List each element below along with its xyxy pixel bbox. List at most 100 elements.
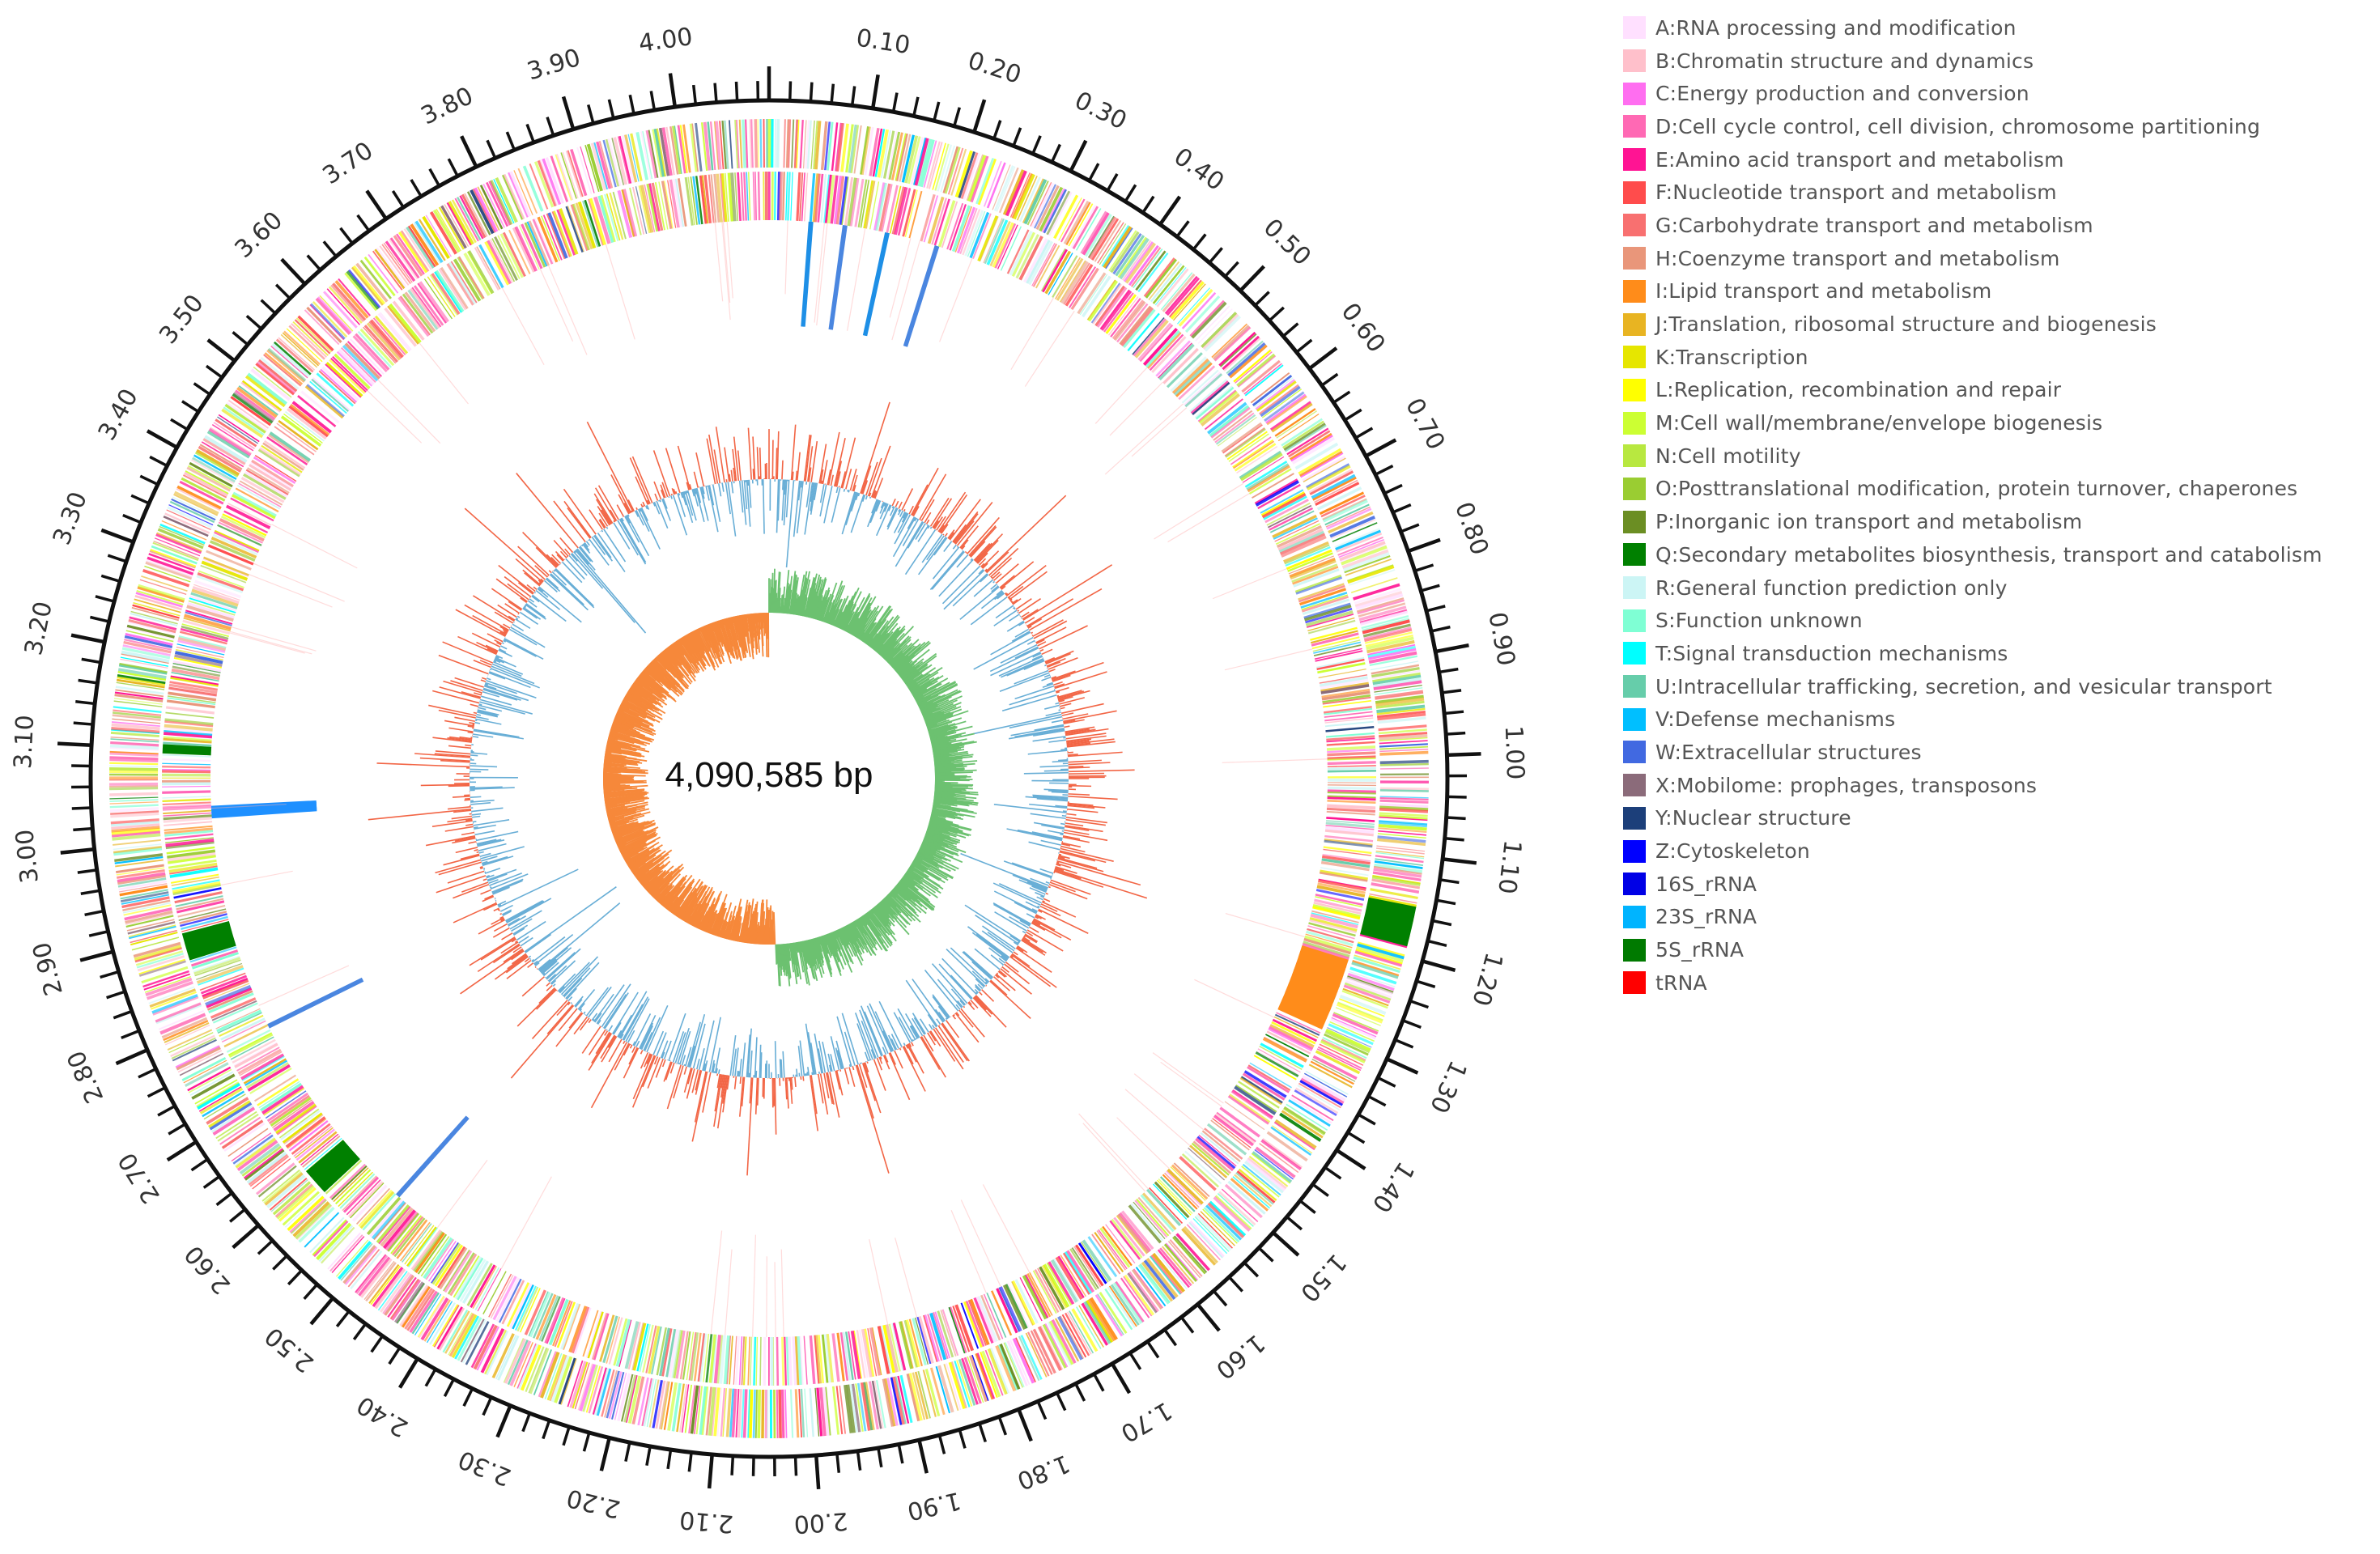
gc-content-mark [907, 521, 924, 549]
cog-gene-mark [376, 247, 407, 288]
cog-gene-mark [827, 175, 835, 224]
gc-content-mark [543, 580, 558, 592]
gc-content-mark [830, 1036, 840, 1070]
cog-gene-mark [618, 1319, 632, 1367]
gc-content-mark [959, 586, 1000, 620]
gc-content-mark [752, 469, 754, 480]
gc-content-mark [1059, 703, 1072, 707]
cog-gene-mark [419, 281, 449, 323]
cog-gene-mark [179, 631, 227, 645]
cog-gene-mark [980, 1352, 998, 1399]
cog-gene-mark [556, 209, 576, 256]
cog-gene-mark [357, 330, 393, 368]
cog-gene-mark [179, 911, 227, 924]
gc-content-mark [924, 512, 932, 524]
cog-gene-mark [508, 172, 529, 218]
gc-skew-mark [825, 599, 835, 623]
cog-gene-mark [826, 1334, 835, 1383]
cog-gene-mark [170, 677, 219, 687]
gc-skew-mark [793, 592, 798, 615]
cog-gene-mark [447, 1252, 475, 1295]
gc-skew-mark [933, 749, 965, 755]
gc-content-mark [747, 427, 753, 480]
cog-gene-mark [589, 197, 606, 246]
cog-gene-mark [1327, 757, 1376, 761]
gc-content-mark [970, 558, 973, 562]
gc-content-mark [865, 461, 878, 496]
cog-gene-mark [451, 1314, 478, 1358]
gc-content-mark [1066, 738, 1115, 745]
cog-gene-mark [1328, 1023, 1374, 1046]
gc-content-mark [635, 510, 644, 526]
cog-gene-mark [923, 1314, 938, 1362]
gc-content-mark [474, 692, 482, 696]
gc-skew-mark [829, 932, 839, 953]
cog-gene-mark [776, 1336, 780, 1386]
trna-mark [1222, 758, 1328, 763]
cog-gene-mark [648, 183, 661, 231]
cog-gene-mark [785, 172, 788, 221]
cog-gene-mark [249, 464, 292, 491]
gc-content-mark [893, 511, 906, 533]
cog-gene-mark [1273, 1016, 1319, 1038]
gc-skew-mark [878, 630, 901, 655]
cog-gene-mark [1324, 1030, 1371, 1054]
cog-gene-mark [1375, 850, 1425, 858]
gc-content-mark [627, 499, 635, 512]
gc-content-mark [810, 482, 816, 512]
cog-gene-mark [321, 1226, 355, 1264]
gc-content-mark [1014, 646, 1039, 659]
gc-content-mark [754, 1077, 759, 1115]
cog-gene-mark [868, 1381, 879, 1430]
cog-gene-mark [243, 1148, 283, 1179]
cog-gene-mark [986, 219, 1009, 265]
cog-gene-mark [122, 644, 171, 656]
gc-content-mark [645, 505, 648, 510]
cog-gene-mark [374, 315, 409, 355]
cog-gene-mark [607, 138, 622, 186]
cog-gene-mark [1374, 684, 1422, 693]
cog-gene-mark [1323, 699, 1371, 708]
cog-gene-mark [1176, 287, 1210, 325]
cog-gene-mark [923, 195, 939, 243]
cog-gene-mark [122, 899, 171, 911]
cog-gene-mark [1088, 216, 1117, 260]
cog-gene-mark [119, 883, 168, 893]
cog-gene-mark [1234, 443, 1277, 472]
gc-content-mark [975, 978, 985, 988]
cog-gene-mark [1018, 236, 1043, 281]
cog-gene-mark [1042, 248, 1068, 293]
cog-gene-mark [667, 180, 677, 228]
gc-content-mark [1031, 655, 1043, 660]
gc-content-mark [929, 497, 950, 527]
gc-skew-mark [886, 894, 909, 918]
gc-skew-mark [814, 937, 824, 966]
cog-gene-mark [316, 1222, 352, 1261]
cog-gene-mark [1060, 198, 1086, 243]
cog-gene-mark [1306, 930, 1354, 947]
cog-gene-mark [1302, 455, 1346, 482]
cog-gene-mark [128, 618, 176, 634]
gc-content-mark [827, 431, 840, 486]
cog-gene-mark [1325, 826, 1375, 834]
gc-skew-mark [777, 571, 781, 614]
cog-gene-mark [109, 770, 159, 774]
cog-gene-mark [446, 202, 472, 246]
cog-gene-mark [879, 1325, 892, 1374]
cog-gene-mark [194, 451, 239, 478]
cog-gene-mark [690, 1385, 699, 1434]
cog-gene-mark [448, 201, 474, 245]
cog-gene-mark [427, 1240, 457, 1282]
gc-content-mark [835, 461, 843, 487]
cog-gene-mark [139, 579, 187, 595]
cog-gene-mark [202, 979, 249, 1000]
gc-skew-mark [791, 942, 797, 966]
gc-content-mark [964, 904, 1022, 942]
cog-gene-mark [1011, 1281, 1034, 1326]
cog-gene-mark [201, 441, 244, 468]
gc-content-mark [591, 537, 606, 555]
cog-gene-mark [742, 119, 746, 168]
trna-mark [249, 574, 333, 608]
gc-skew-mark [894, 886, 916, 906]
cog-gene-mark [701, 175, 709, 224]
